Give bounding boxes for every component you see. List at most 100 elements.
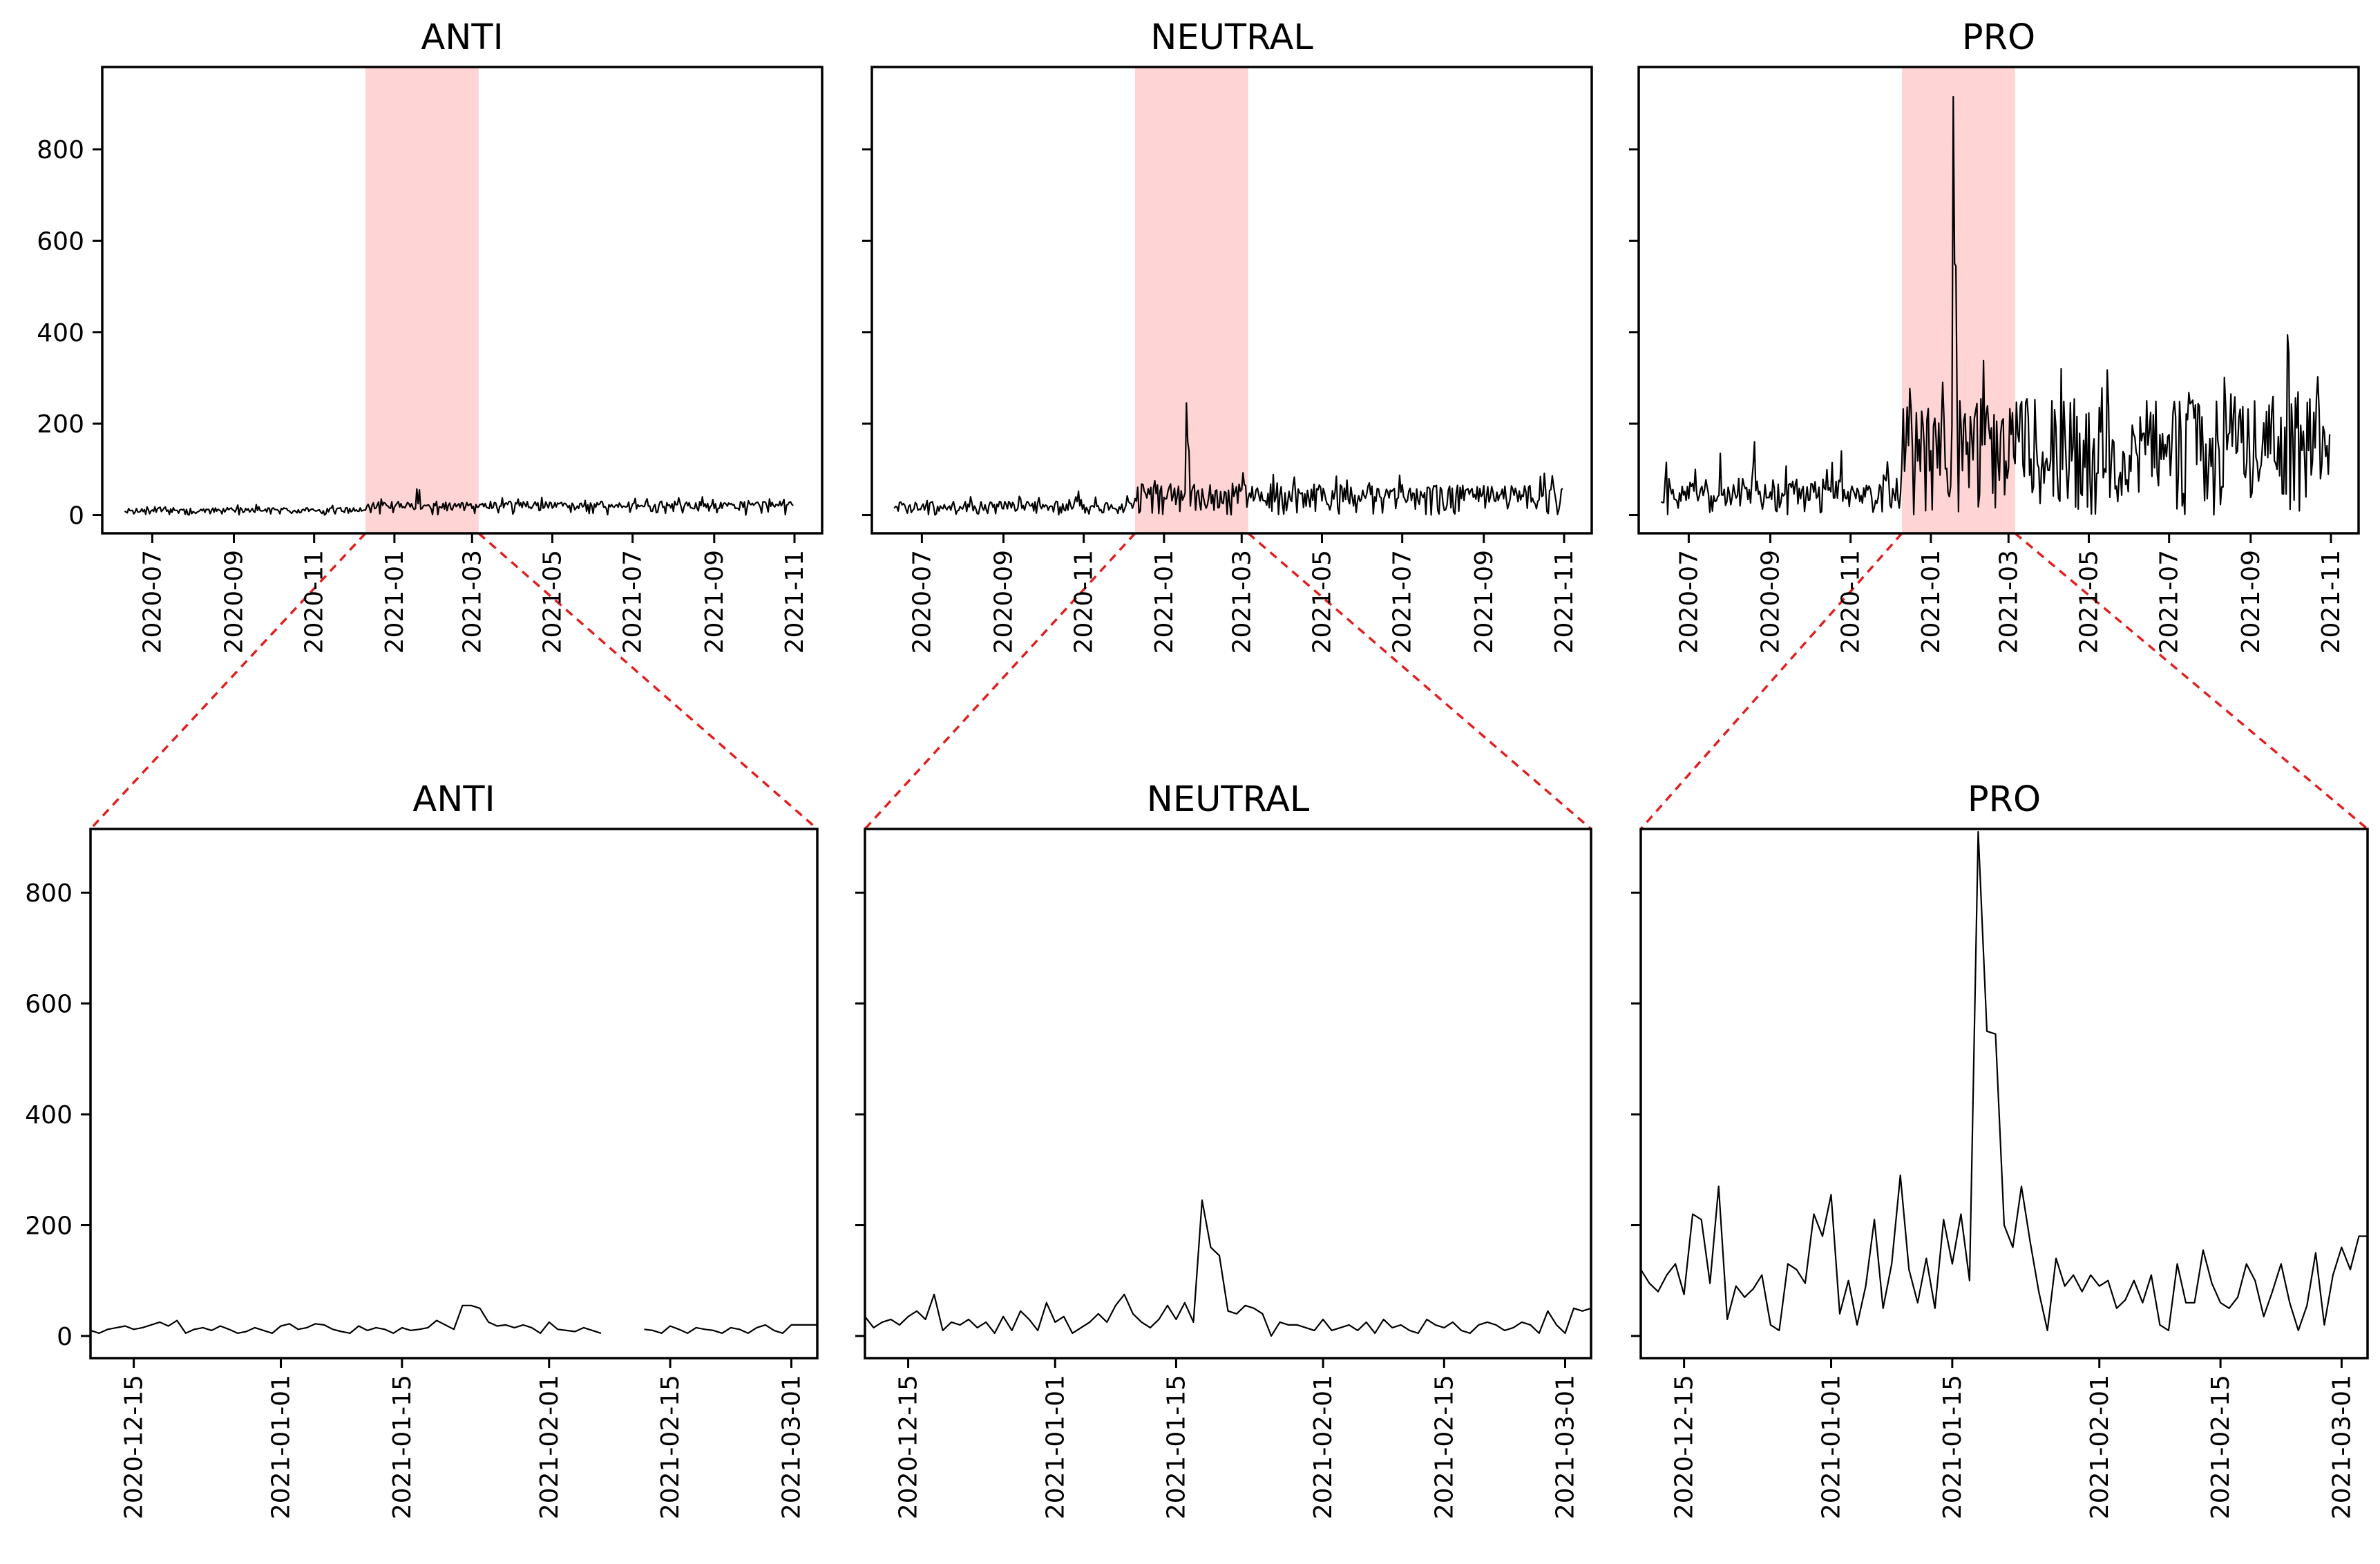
- highlight-band: [1134, 67, 1248, 533]
- series-line: [1640, 830, 2368, 1331]
- panel-anti-zoom: 0 200 400 600 800 2020-12-15 2021-01-01 2021-0…: [25, 779, 819, 1519]
- x-tick-label: 2021-07: [1389, 550, 1417, 654]
- chart-title: PRO: [1962, 17, 2035, 58]
- x-tick-label: 2020-09: [989, 550, 1018, 654]
- y-axis: [862, 148, 872, 517]
- x-axis: 2020-07 2020-09 2020-11 2021-01 2021-03 2021-…: [908, 533, 1579, 654]
- x-tick-label: 2020-09: [1756, 550, 1784, 654]
- zoom-connector-right: [2014, 532, 2369, 830]
- x-tick-label: 2021-01-01: [267, 1375, 296, 1519]
- series-line: [893, 402, 1563, 516]
- x-tick-label: 2020-11: [1837, 550, 1865, 654]
- plot-frame: [101, 66, 824, 535]
- x-tick-label: 2021-03: [1995, 550, 2023, 654]
- y-axis: [855, 891, 865, 1337]
- chart-title: PRO: [1968, 779, 2041, 820]
- x-tick-label: 2020-12-15: [1670, 1375, 1699, 1519]
- series-path: [90, 1304, 817, 1334]
- y-tick-label: 200: [25, 1212, 73, 1240]
- x-tick-label: 2021-05: [1308, 550, 1336, 654]
- plot-frame: [1637, 66, 2360, 535]
- panel-pro-overview: 2020-07 2020-09 2020-11 2021-01 2021-03 2021-…: [1629, 17, 2360, 654]
- panel-anti-overview: 0 200 400 600 800 2020-07 2020-09 2020-11 2021-…: [37, 17, 824, 654]
- y-tick-label: 800: [37, 136, 84, 164]
- highlight-band: [365, 67, 479, 533]
- y-axis: 0 200 400 600 800: [25, 879, 91, 1351]
- chart-title: ANTI: [412, 779, 495, 820]
- x-tick-label: 2021-01-15: [388, 1375, 417, 1519]
- zoom-connectors: [89, 532, 2369, 830]
- zoom-connector-left: [1639, 532, 1903, 830]
- x-tick-label: 2020-11: [301, 550, 329, 654]
- x-tick-label: 2021-03: [1228, 550, 1256, 654]
- y-tick-label: 400: [25, 1101, 73, 1129]
- chart-title: ANTI: [421, 17, 503, 58]
- y-tick-label: 800: [25, 879, 73, 908]
- x-tick-label: 2021-01-01: [1818, 1375, 1846, 1519]
- x-tick-label: 2021-02-15: [656, 1375, 685, 1519]
- x-tick-label: 2021-09: [2237, 550, 2265, 654]
- series-path: [864, 1199, 1592, 1337]
- x-tick-label: 2020-07: [1675, 550, 1703, 654]
- x-tick-label: 2021-07: [619, 550, 647, 654]
- x-tick-label: 2021-09: [701, 550, 729, 654]
- x-tick-label: 2021-01-15: [1162, 1375, 1190, 1519]
- series-path: [1640, 830, 2368, 1331]
- x-axis: 2020-12-15 2021-01-01 2021-01-15 2021-02-01…: [1670, 1358, 2356, 1519]
- series-line: [864, 1199, 1592, 1337]
- x-axis: 2020-12-15 2021-01-01 2021-01-15 2021-02-01…: [895, 1358, 1579, 1519]
- x-tick-label: 2021-01: [1917, 550, 1945, 654]
- x-tick-label: 2021-02-15: [1430, 1375, 1458, 1519]
- plot-frame: [864, 828, 1592, 1360]
- x-tick-label: 2020-11: [1070, 550, 1098, 654]
- x-tick-label: 2021-02-01: [535, 1375, 564, 1519]
- series-line: [124, 488, 794, 516]
- series-path: [893, 402, 1563, 516]
- panel-pro-zoom: 2020-12-15 2021-01-01 2021-01-15 2021-02-01…: [1631, 779, 2369, 1519]
- plot-frame: [89, 828, 819, 1360]
- x-axis: 2020-12-15 2021-01-01 2021-01-15 2021-02-01…: [120, 1358, 806, 1519]
- x-tick-label: 2021-03-01: [2327, 1375, 2356, 1519]
- x-tick-label: 2020-12-15: [895, 1375, 923, 1519]
- panel-neutral-zoom: 2020-12-15 2021-01-01 2021-01-15 2021-02-01…: [855, 779, 1592, 1519]
- x-tick-label: 2021-11: [2317, 550, 2345, 654]
- x-tick-label: 2021-05: [2075, 550, 2103, 654]
- x-tick-label: 2021-03-01: [1551, 1375, 1579, 1519]
- x-tick-label: 2021-11: [1550, 550, 1579, 654]
- plot-frame: [870, 66, 1593, 535]
- x-tick-label: 2020-07: [138, 550, 166, 654]
- zoom-connector-right: [477, 532, 819, 830]
- zoom-connector-right: [1247, 532, 1592, 830]
- y-tick-label: 0: [57, 1323, 73, 1351]
- plot-frame: [1639, 828, 2369, 1360]
- x-tick-label: 2021-02-01: [2086, 1375, 2114, 1519]
- x-tick-label: 2021-01: [381, 550, 409, 654]
- x-tick-label: 2020-12-15: [120, 1375, 149, 1519]
- x-tick-label: 2021-05: [538, 550, 567, 654]
- x-tick-label: 2021-07: [2155, 550, 2184, 654]
- series-path: [124, 488, 794, 516]
- x-tick-label: 2020-07: [908, 550, 936, 654]
- x-tick-label: 2021-03-01: [777, 1375, 806, 1519]
- x-tick-label: 2021-02-01: [1309, 1375, 1337, 1519]
- x-tick-label: 2021-01-01: [1041, 1375, 1069, 1519]
- y-tick-label: 0: [68, 502, 84, 531]
- x-tick-label: 2021-02-15: [2207, 1375, 2235, 1519]
- series-line: [90, 1304, 817, 1334]
- zoom-connector-left: [89, 532, 367, 830]
- chart-title: NEUTRAL: [1147, 779, 1310, 820]
- x-tick-label: 2021-03: [458, 550, 486, 654]
- y-axis: [1631, 891, 1641, 1337]
- y-axis: [1629, 148, 1639, 517]
- x-tick-label: 2021-01: [1150, 550, 1179, 654]
- panel-neutral-overview: 2020-07 2020-09 2020-11 2021-01 2021-03 2021-…: [862, 17, 1593, 654]
- y-tick-label: 200: [37, 410, 84, 439]
- x-tick-label: 2020-09: [220, 550, 248, 654]
- y-tick-label: 400: [37, 319, 84, 347]
- x-axis: 2020-07 2020-09 2020-11 2021-01 2021-03 2021-…: [138, 533, 809, 654]
- x-tick-label: 2021-11: [781, 550, 809, 654]
- zoom-connector-left: [864, 532, 1136, 830]
- x-tick-label: 2021-01-15: [1939, 1375, 1967, 1519]
- x-axis: 2020-07 2020-09 2020-11 2021-01 2021-03 2021-…: [1675, 533, 2345, 654]
- series-path: [1660, 95, 2331, 516]
